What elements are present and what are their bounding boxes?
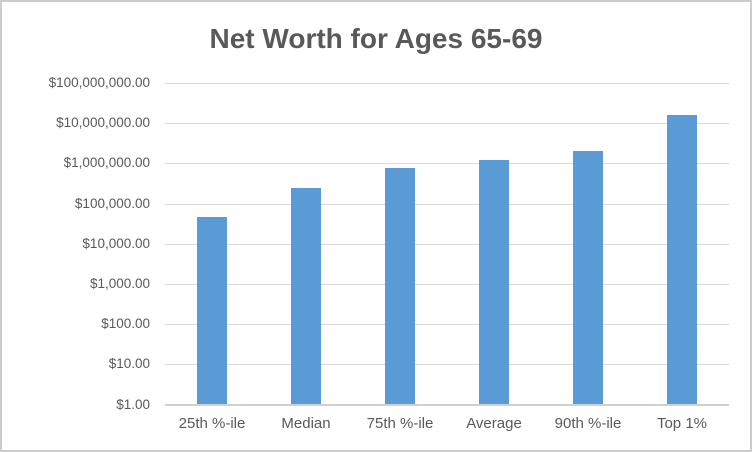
x-tick-label: 75th %-ile bbox=[366, 415, 434, 432]
grid-line bbox=[165, 163, 729, 165]
bar-average bbox=[479, 160, 509, 405]
grid-line bbox=[165, 283, 729, 285]
grid-line bbox=[165, 203, 729, 205]
y-tick-label: $100.00 bbox=[101, 316, 150, 332]
grid-line bbox=[165, 324, 729, 326]
bar-25th-ile bbox=[197, 217, 227, 405]
x-tick-label: Top 1% bbox=[656, 415, 708, 432]
x-axis-line bbox=[165, 403, 729, 406]
y-tick-label: $10.00 bbox=[108, 356, 150, 372]
bar-75th-ile bbox=[385, 168, 415, 405]
grid-line bbox=[165, 364, 729, 366]
y-tick-label: $1,000.00 bbox=[89, 275, 150, 291]
x-tick-label: Average bbox=[466, 415, 522, 432]
x-tick-label: 25th %-ile bbox=[178, 415, 246, 432]
bar-median bbox=[291, 187, 321, 405]
y-tick-label: $10,000,000.00 bbox=[56, 115, 150, 131]
y-tick-label: $1.00 bbox=[116, 396, 150, 412]
bar-90th-ile bbox=[573, 151, 603, 405]
y-tick-label: $100,000,000.00 bbox=[48, 75, 150, 90]
x-tick-label: 90th %-ile bbox=[554, 415, 622, 432]
grid-line bbox=[165, 123, 729, 125]
y-tick-label: $1,000,000.00 bbox=[63, 155, 150, 171]
chart-title: Net Worth for Ages 65-69 bbox=[209, 23, 543, 54]
grid-line bbox=[165, 83, 729, 84]
bar-top-1- bbox=[667, 114, 697, 405]
y-tick-label: $100,000.00 bbox=[74, 195, 150, 211]
y-tick-label: $10,000.00 bbox=[82, 235, 150, 251]
grid-line bbox=[165, 243, 729, 245]
x-tick-label: Median bbox=[281, 415, 331, 432]
